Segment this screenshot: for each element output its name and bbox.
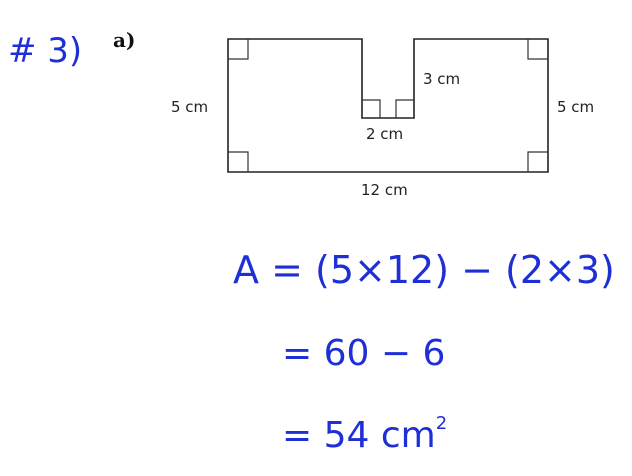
right-angle-marker-bottom-right xyxy=(527,151,548,172)
notch-depth-label: 3 cm xyxy=(423,70,460,88)
right-angle-marker-top-left xyxy=(228,39,249,60)
problem-part-label: a) xyxy=(113,28,135,52)
figure-outline xyxy=(227,38,549,173)
right-side-label: 5 cm xyxy=(557,98,594,116)
solution-line-3: = 54 cm2 xyxy=(282,413,447,456)
notch-width-label: 2 cm xyxy=(366,125,403,143)
solution-line-3-value: = 54 cm xyxy=(282,415,436,456)
solution-line-3-exponent: 2 xyxy=(436,413,447,434)
problem-number: # 3) xyxy=(8,31,82,71)
solution-line-2: = 60 − 6 xyxy=(282,333,445,374)
right-angle-marker-top-right xyxy=(527,39,548,60)
solution-line-1: A = (5×12) − (2×3) xyxy=(233,248,615,292)
right-angle-marker-notch-right xyxy=(395,99,414,118)
notched-rectangle-figure xyxy=(227,38,549,173)
right-angle-marker-bottom-left xyxy=(228,151,249,172)
left-side-label: 5 cm xyxy=(171,98,208,116)
bottom-length-label: 12 cm xyxy=(361,181,408,199)
right-angle-marker-notch-left xyxy=(362,99,381,118)
